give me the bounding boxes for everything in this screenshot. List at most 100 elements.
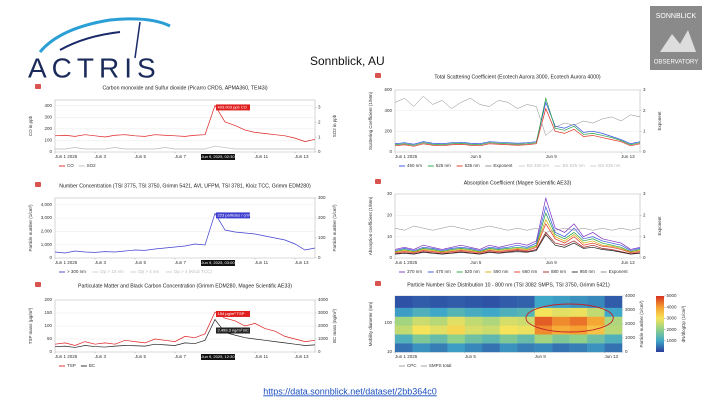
hover-box: [201, 154, 235, 160]
logo-arc: [38, 17, 171, 53]
heatmap-cell: [534, 296, 553, 308]
x-tick-label: Jun 13: [295, 260, 309, 265]
heatmap-cell: [517, 334, 535, 344]
annotation: 403.003 ppb CO: [218, 104, 247, 109]
logo-arc: [59, 31, 121, 51]
y-tick-label: 3,000: [41, 215, 53, 220]
heatmap-cell: [447, 325, 466, 335]
series-line: [394, 107, 641, 147]
heatmap-cell: [482, 316, 500, 326]
heatmap-cell: [395, 316, 413, 326]
y2-axis-label: Particle number (1/cm³): [639, 300, 644, 348]
heatmap-cell: [464, 296, 483, 308]
legend-label: 450 nm: [407, 163, 422, 168]
y-tick-label: 600: [384, 87, 392, 92]
colorbar-tick-label: 2000: [667, 327, 678, 332]
y2-tick-label: 3: [318, 105, 321, 110]
heatmap-cell: [447, 296, 466, 308]
heatmap-cell: [604, 296, 623, 308]
colorbar: [656, 296, 664, 352]
x-tick-label: Jun 13: [605, 354, 619, 359]
heatmap-cell: [534, 316, 553, 326]
legend-label: SMPS total: [429, 363, 452, 368]
camera-icon: [375, 281, 381, 286]
x-tick-label: Jun 7: [175, 354, 187, 359]
heatmap-cell: [464, 325, 483, 335]
heatmap-cell: [587, 316, 605, 326]
y-tick-label: 200: [384, 129, 392, 134]
heatmap-cell: [552, 334, 570, 344]
x-tick-label: Jun 3: [95, 354, 107, 359]
dataset-link[interactable]: https://data.sonnblick.net/dataset/2bb36…: [263, 386, 437, 396]
legend-label: Dp > 4 (Kloiz TCC): [174, 269, 212, 274]
y2-tick-label: 4000: [318, 297, 329, 302]
legend-label: > 300 nm: [67, 269, 86, 274]
chart-panel: Particulate Matter and Black Carbon Conc…: [28, 282, 337, 368]
y-axis-label: Mobility diameter (nm): [368, 301, 373, 346]
observatory-logo: SONNBLICK OBSERVATORY: [650, 6, 702, 70]
heatmap-cell: [412, 334, 431, 344]
y-tick-label: 30: [387, 191, 393, 196]
y2-tick-label: 0: [318, 349, 321, 354]
heatmap-cell: [447, 316, 466, 326]
x-tick-label: Jun 9: [535, 354, 547, 359]
colorbar-tick-label: 4000: [667, 304, 678, 309]
series-line: [394, 96, 641, 146]
x-tick-label: Jun 13: [295, 154, 309, 159]
series-line: [394, 225, 641, 233]
heatmap-cell: [395, 343, 413, 353]
series-line: [394, 212, 641, 252]
logo-box: [650, 6, 702, 70]
highlight-ellipse: [525, 303, 614, 333]
y2-tick-label: 2: [318, 119, 321, 124]
legend-label: 635 nm: [465, 163, 480, 168]
x-tick-label: Jun 1 2025: [55, 154, 78, 159]
colorbar-tick-label: 3000: [667, 316, 678, 321]
hover-label: Jun 9, 2025, 02:30: [201, 154, 235, 159]
legend-label: CPC: [407, 363, 417, 368]
heatmap-cell: [412, 296, 431, 308]
x-tick-label: Jun 5: [135, 354, 147, 359]
y-tick-label: 10: [387, 349, 393, 354]
y2-axis-label: Particle number (1/cm³): [332, 204, 337, 252]
colorbar-tick-label: 1000: [667, 338, 678, 343]
legend-label: BS 450 nm: [527, 163, 550, 168]
y-tick-label: 0: [49, 255, 52, 260]
heatmap-cell: [447, 334, 466, 344]
logo-text-bottom: OBSERVATORY: [654, 60, 698, 66]
heatmap-cell: [482, 325, 500, 335]
plot-area: [54, 99, 316, 153]
camera-icon: [35, 282, 41, 287]
y-tick-label: 100: [44, 323, 52, 328]
x-tick-label: Jun 11: [255, 354, 269, 359]
x-tick-label: Jun 13: [621, 260, 635, 265]
heatmap-cell: [604, 343, 623, 353]
logo-turbine: [134, 21, 141, 59]
y2-tick-label: 3000: [318, 310, 329, 315]
heatmap-cell: [534, 334, 553, 344]
legend-label: Exponent: [493, 163, 513, 168]
chart-title: Carbon monoxide and Sulfur dioxide (Pica…: [102, 85, 267, 91]
heatmap-cell: [517, 343, 535, 353]
heatmap-cell: [429, 334, 448, 344]
y2-tick-label: 200: [318, 215, 326, 220]
legend-label: BS 635 nm: [598, 163, 621, 168]
heatmap-cell: [587, 343, 605, 353]
heatmap-cell: [499, 343, 518, 353]
y2-tick-label: 2: [643, 213, 646, 218]
x-tick-label: Jun 5: [470, 154, 482, 159]
annotation: 154 µg/m³ TSP: [218, 311, 245, 316]
x-tick-label: Jun 3: [95, 154, 107, 159]
heatmap-cell: [569, 343, 588, 353]
heatmap-cell: [499, 316, 518, 326]
legend-label: Dp > 4 nm: [138, 269, 159, 274]
heatmap-cell: [412, 307, 431, 317]
y-tick-label: 0: [389, 149, 392, 154]
y-tick-label: 400: [44, 103, 52, 108]
y-tick-label: 100: [44, 138, 52, 143]
legend-label: 370 nm: [407, 269, 422, 274]
heatmap-cell: [412, 325, 431, 335]
legend-label: 520 nm: [465, 269, 480, 274]
y-tick-label: 150: [44, 310, 52, 315]
